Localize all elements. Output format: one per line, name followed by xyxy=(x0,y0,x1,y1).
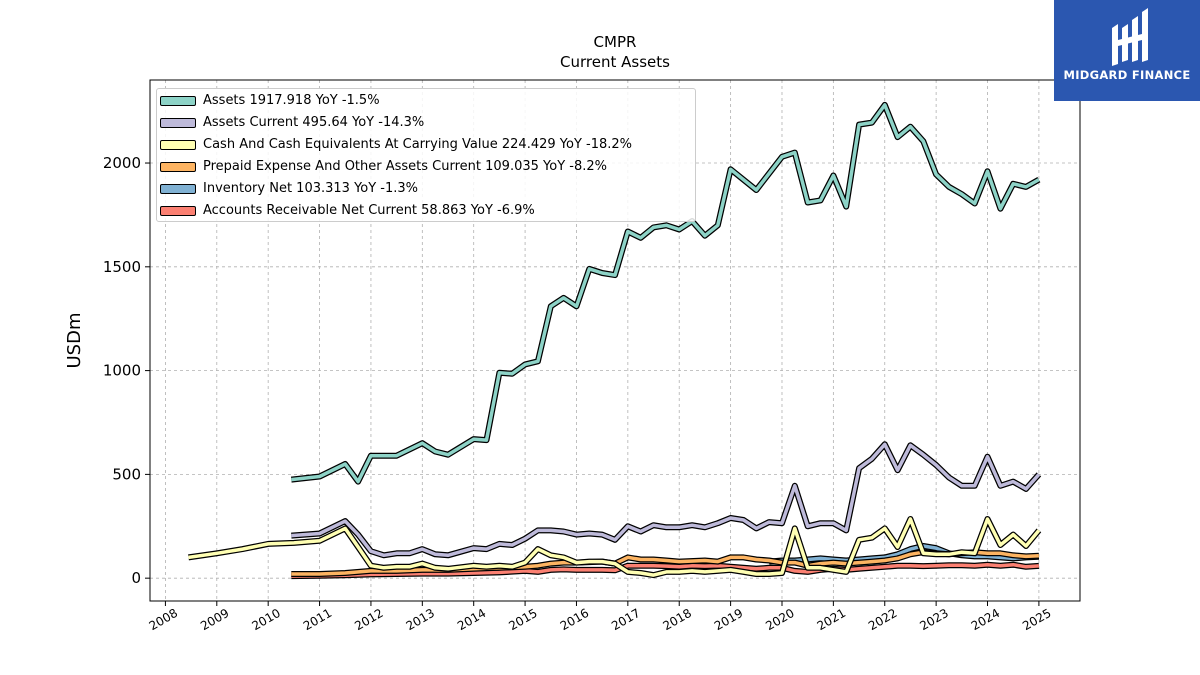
x-tick-label: 2016 xyxy=(558,606,591,633)
x-tick-label: 2022 xyxy=(866,606,899,633)
x-tick-label: 2019 xyxy=(712,606,745,633)
legend-swatch xyxy=(160,206,196,216)
chart-subtitle: Current Assets xyxy=(560,53,670,71)
series-line xyxy=(291,103,1040,484)
x-tick-label: 2025 xyxy=(1020,606,1053,633)
x-tick-label: 2018 xyxy=(660,606,693,633)
chart-title: CMPR xyxy=(593,33,637,51)
legend-label: Assets Current 495.64 YoY -14.3% xyxy=(203,115,425,130)
legend-label: Prepaid Expense And Other Assets Current… xyxy=(203,159,607,174)
legend-label: Inventory Net 103.313 YoY -1.3% xyxy=(203,181,419,196)
y-axis-label: USDm xyxy=(64,313,85,369)
series-line xyxy=(291,562,1040,578)
x-tick-label: 2015 xyxy=(506,606,539,633)
y-tick-label: 0 xyxy=(131,569,141,587)
logo-mark-icon xyxy=(1112,8,1148,66)
legend-label: Accounts Receivable Net Current 58.863 Y… xyxy=(203,203,535,218)
series-line xyxy=(768,544,1039,564)
x-tick-label: 2012 xyxy=(352,606,385,633)
legend-label: Assets 1917.918 YoY -1.5% xyxy=(203,93,380,108)
legend: Assets 1917.918 YoY -1.5% Assets Current … xyxy=(156,88,696,222)
x-tick-label: 2010 xyxy=(249,606,282,633)
series-line xyxy=(188,517,1041,577)
legend-swatch xyxy=(160,140,196,150)
legend-swatch xyxy=(160,162,196,172)
x-tick-label: 2017 xyxy=(609,606,642,633)
logo-text: MIDGARD FINANCE xyxy=(1063,68,1191,82)
x-tick-label: 2011 xyxy=(301,606,334,633)
brand-logo: MIDGARD FINANCE xyxy=(1054,0,1200,101)
legend-swatch xyxy=(160,184,196,194)
x-tick-label: 2008 xyxy=(147,606,180,633)
legend-swatch xyxy=(160,118,196,128)
legend-label: Cash And Cash Equivalents At Carrying Va… xyxy=(203,137,632,152)
x-tick-label: 2014 xyxy=(455,606,488,633)
x-tick-label: 2009 xyxy=(198,606,231,633)
y-tick-label: 1000 xyxy=(103,362,141,380)
x-tick-label: 2023 xyxy=(917,606,950,633)
x-tick-label: 2021 xyxy=(815,606,848,633)
series-outline xyxy=(291,441,1042,559)
plot-frame xyxy=(149,79,1081,602)
legend-swatch xyxy=(160,96,196,106)
y-tick-label: 1500 xyxy=(103,258,141,276)
y-tick-label: 2000 xyxy=(103,154,141,172)
series-line xyxy=(291,442,1041,558)
x-tick-label: 2020 xyxy=(763,606,796,633)
y-tick-label: 500 xyxy=(112,465,141,483)
x-tick-label: 2013 xyxy=(404,606,437,633)
x-tick-label: 2024 xyxy=(969,606,1002,633)
